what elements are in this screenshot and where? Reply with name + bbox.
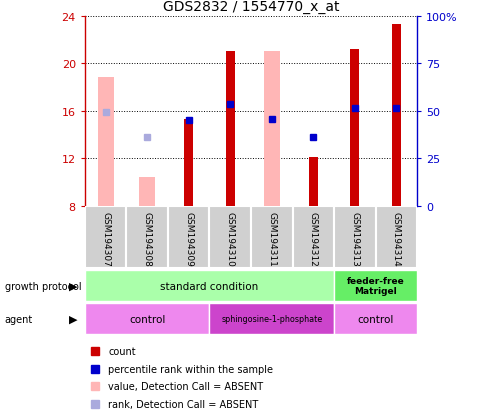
Bar <box>85 304 209 335</box>
Bar <box>292 206 333 268</box>
Bar <box>308 158 317 206</box>
Bar <box>333 271 416 301</box>
Bar <box>85 206 126 268</box>
Bar <box>349 50 359 206</box>
Text: sphingosine-1-phosphate: sphingosine-1-phosphate <box>221 315 322 323</box>
Text: percentile rank within the sample: percentile rank within the sample <box>108 364 272 374</box>
Bar <box>126 206 167 268</box>
Bar <box>85 271 333 301</box>
Text: GSM194313: GSM194313 <box>349 211 359 266</box>
Bar <box>209 304 333 335</box>
Text: GSM194314: GSM194314 <box>391 211 400 266</box>
Bar <box>184 120 193 206</box>
Text: count: count <box>108 347 136 356</box>
Text: value, Detection Call = ABSENT: value, Detection Call = ABSENT <box>108 382 263 392</box>
Text: GSM194312: GSM194312 <box>308 211 317 266</box>
Text: GSM194308: GSM194308 <box>142 211 151 266</box>
Text: GSM194307: GSM194307 <box>101 211 110 266</box>
Bar <box>263 52 279 206</box>
Text: GSM194309: GSM194309 <box>184 211 193 266</box>
Text: control: control <box>357 314 393 324</box>
Bar <box>375 206 416 268</box>
Bar <box>167 206 209 268</box>
Text: feeder-free
Matrigel: feeder-free Matrigel <box>346 276 404 296</box>
Bar <box>225 52 234 206</box>
Text: GSM194311: GSM194311 <box>267 211 276 266</box>
Bar <box>333 206 375 268</box>
Text: agent: agent <box>5 314 33 324</box>
Bar <box>251 206 292 268</box>
Bar <box>209 206 251 268</box>
Bar <box>333 304 416 335</box>
Text: control: control <box>129 314 165 324</box>
Text: growth protocol: growth protocol <box>5 281 81 291</box>
Bar <box>98 78 113 206</box>
Text: standard condition: standard condition <box>160 281 258 291</box>
Bar <box>391 25 400 206</box>
Title: GDS2832 / 1554770_x_at: GDS2832 / 1554770_x_at <box>163 0 338 14</box>
Text: rank, Detection Call = ABSENT: rank, Detection Call = ABSENT <box>108 399 258 409</box>
Text: GSM194310: GSM194310 <box>225 211 234 266</box>
Text: ▶: ▶ <box>69 281 77 291</box>
Text: ▶: ▶ <box>69 314 77 324</box>
Bar <box>139 178 155 206</box>
